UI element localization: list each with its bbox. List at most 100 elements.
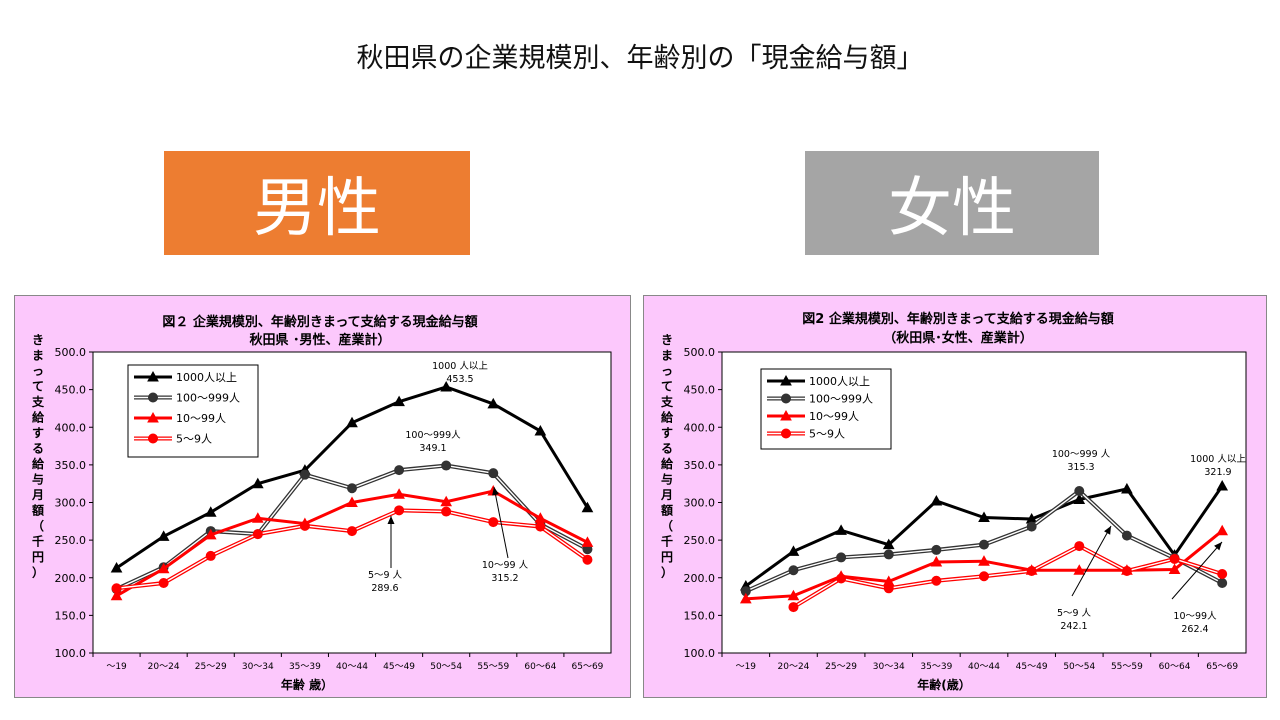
- annotation-label: 242.1: [1060, 621, 1087, 632]
- y-axis-label-char: 額: [31, 503, 44, 518]
- series-3: [111, 505, 593, 594]
- y-tick-label: 400.0: [55, 421, 87, 434]
- y-axis-label-char: 給: [32, 410, 45, 425]
- data-point-circle: [931, 575, 942, 586]
- data-point-circle: [883, 549, 894, 560]
- chart-title: 図２ 企業規模別、年齢別きまって支給する現金給与額: [162, 314, 477, 330]
- data-point-circle: [1074, 485, 1085, 496]
- data-point-circle: [158, 578, 169, 589]
- legend-item: 100～999人: [767, 393, 873, 406]
- data-point-circle: [1074, 541, 1085, 552]
- data-point-circle: [252, 529, 263, 540]
- data-point-circle: [1121, 565, 1132, 576]
- male-chart-panel: 図２ 企業規模別、年齢別きまって支給する現金給与額 秋田県 ･男性、産業計） 500…: [14, 295, 631, 698]
- data-point-triangle: [978, 555, 990, 566]
- data-point-triangle: [882, 538, 895, 550]
- data-point-circle: [394, 505, 405, 516]
- annotation-arrow: [1071, 525, 1112, 597]
- x-tick-label: 65～69: [572, 662, 604, 672]
- legend-item: 10～99人: [134, 411, 226, 425]
- data-point-triangle: [440, 495, 453, 507]
- data-point-triangle: [393, 395, 405, 407]
- x-tick-label: ～19: [106, 662, 127, 672]
- data-point-circle: [148, 392, 158, 403]
- data-point-triangle: [1216, 479, 1229, 491]
- data-point-circle: [836, 573, 847, 584]
- y-axis-label-char: す: [32, 426, 44, 440]
- y-tick-label: 500.0: [55, 346, 87, 359]
- chart-title: 図2 企業規模別、年齢別きまって支給する現金給与額: [802, 311, 1113, 327]
- y-tick-label: 100.0: [684, 647, 716, 660]
- data-point-triangle: [739, 592, 752, 604]
- x-tick-label: 25～29: [825, 662, 857, 672]
- data-point-triangle: [346, 496, 358, 507]
- male-label-box: 男性: [164, 151, 470, 255]
- data-point-circle: [1026, 521, 1037, 532]
- data-point-circle: [883, 583, 894, 594]
- annotation-label: 349.1: [419, 443, 446, 454]
- y-tick-label: 300.0: [684, 497, 716, 510]
- data-point-circle: [979, 539, 989, 550]
- legend-item: 5～9人: [767, 428, 845, 441]
- data-point-triangle: [1168, 563, 1181, 574]
- x-tick-label: ～19: [736, 662, 757, 672]
- chart-subtitle: 秋田県 ･男性、産業計）: [249, 332, 390, 348]
- y-tick-label: 450.0: [55, 384, 87, 397]
- x-tick-label: 55～59: [1111, 662, 1143, 672]
- y-axis-label-char: （: [32, 518, 44, 533]
- y-axis-label-char: き: [661, 333, 673, 347]
- data-point-triangle: [251, 512, 264, 523]
- x-tick-label: 50～54: [1063, 662, 1095, 672]
- data-point-triangle: [978, 511, 990, 523]
- x-tick-label: 45～49: [1016, 662, 1048, 672]
- y-axis-label-char: 与: [32, 473, 44, 487]
- x-tick-label: 25～29: [195, 662, 227, 672]
- y-axis-label-char: 給: [32, 456, 45, 471]
- annotation-label: 5～9 人: [368, 570, 403, 581]
- annotation-label: 5～9 人: [1057, 608, 1092, 619]
- data-point-circle: [1121, 530, 1132, 541]
- y-axis-label-char: 支: [31, 394, 45, 409]
- y-tick-label: 150.0: [684, 609, 716, 622]
- series-line-inner: [793, 545, 1223, 608]
- data-point-circle: [582, 554, 593, 565]
- data-point-triangle: [1073, 564, 1086, 575]
- annotation-label: 10～99 人: [482, 560, 529, 571]
- y-axis-label-char: て: [661, 380, 673, 394]
- x-tick-label: 20～24: [778, 662, 810, 672]
- x-axis-label: 年齢 歳）: [281, 677, 333, 692]
- legend-item: 1000人以上: [134, 370, 237, 384]
- data-point-triangle: [534, 424, 547, 436]
- annotation-label: 315.2: [491, 573, 518, 584]
- y-axis-label-char: て: [32, 380, 44, 394]
- annotation-label: 289.6: [371, 583, 398, 594]
- y-axis-label-char: ）: [32, 565, 44, 580]
- data-point-circle: [441, 506, 452, 517]
- female-chart: 図2 企業規模別、年齢別きまって支給する現金給与額 （秋田県･女性、産業計） 500…: [660, 311, 1247, 692]
- annotation-arrow: [493, 486, 509, 559]
- y-axis-label-char: る: [32, 442, 44, 456]
- data-point-triangle: [930, 494, 943, 506]
- x-tick-label: 20～24: [148, 662, 180, 672]
- data-point-circle: [488, 468, 499, 479]
- y-axis-label-char: る: [661, 442, 673, 456]
- data-point-circle: [347, 526, 357, 537]
- x-tick-label: 40～44: [968, 662, 1000, 672]
- data-point-circle: [111, 583, 122, 594]
- chart-subtitle: （秋田県･女性、産業計）: [883, 330, 1033, 346]
- y-axis-label-char: 月: [31, 488, 44, 502]
- annotation-label: 453.5: [446, 374, 473, 385]
- data-point-circle: [1026, 565, 1037, 576]
- data-point-triangle: [393, 488, 405, 499]
- x-tick-label: 35～39: [920, 662, 952, 672]
- x-tick-label: 50～54: [430, 662, 462, 672]
- data-point-triangle: [930, 555, 943, 567]
- legend-label: 5～9人: [176, 433, 212, 446]
- series-1: [740, 485, 1228, 597]
- y-axis-label-char: 給: [661, 456, 674, 471]
- data-point-triangle: [835, 524, 847, 535]
- data-point-circle: [788, 602, 799, 613]
- data-point-triangle: [204, 506, 217, 517]
- y-axis-label-char: （: [661, 518, 673, 533]
